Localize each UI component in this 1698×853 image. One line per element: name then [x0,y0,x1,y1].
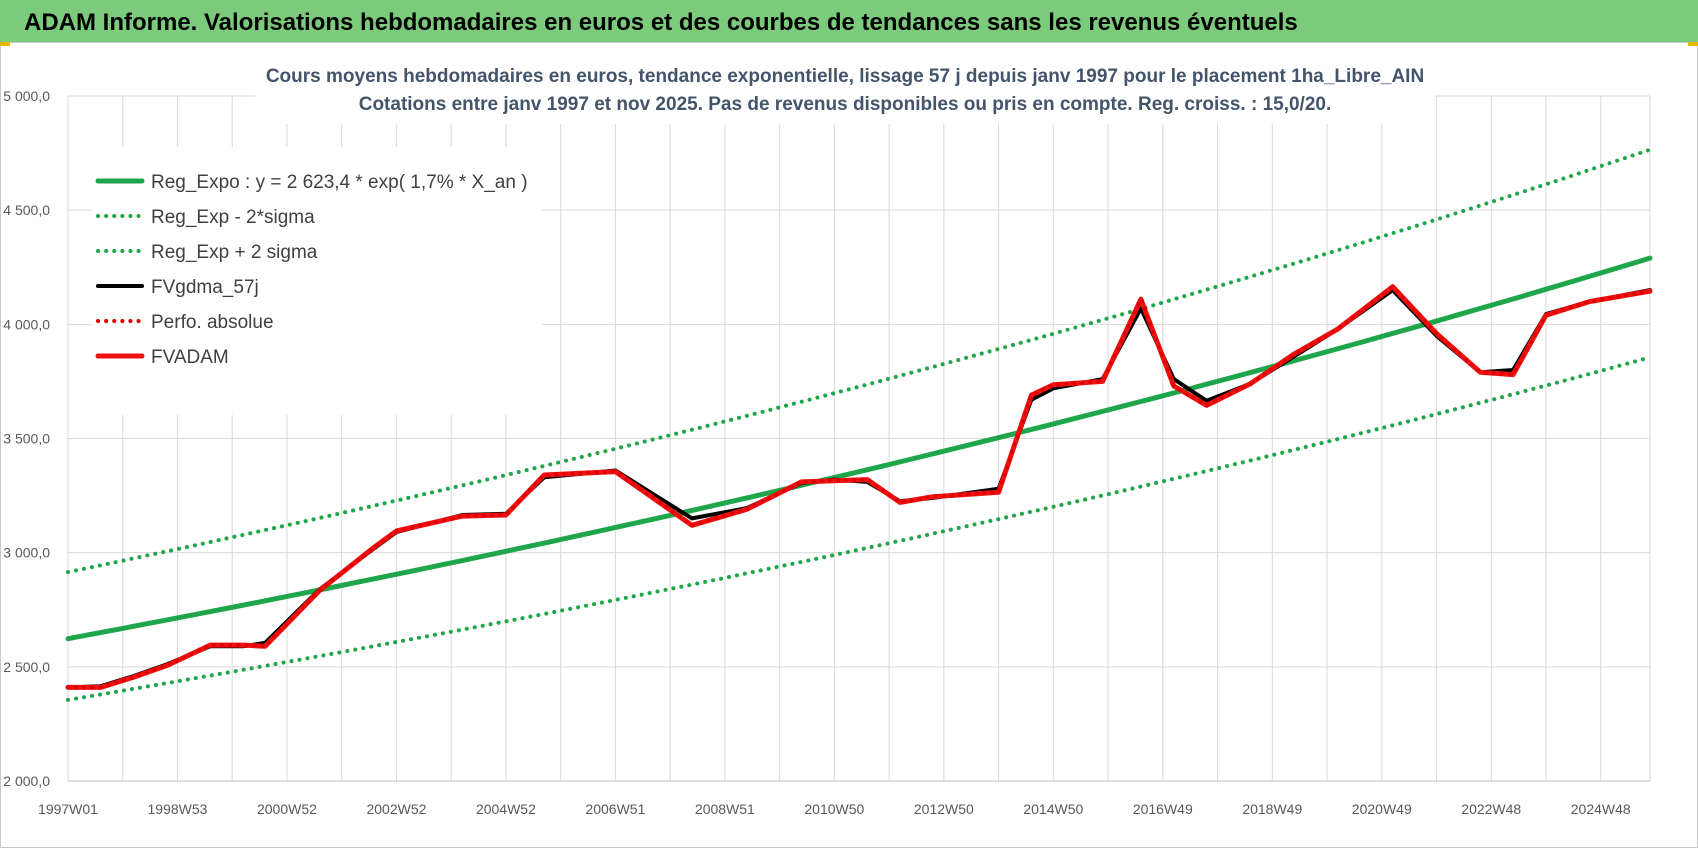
x-tick-label: 2024W48 [1571,801,1631,817]
y-tick-label: 4 500,0 [3,202,50,218]
chart-frame: 2 000,0 2 500,0 3 000,0 3 500,0 4 000,0 4 500… [0,42,1698,848]
legend-label: FVADAM [151,347,229,368]
legend-label: Perfo. absolue [151,312,274,333]
chart-title-block: Cours moyens hebdomadaires en euros, ten… [255,56,1435,124]
reg-exp-plus-2sigma-line [66,147,1652,575]
y-tick-label: 2 500,0 [3,659,50,675]
series-layer [65,147,1653,702]
chart-subtitle: Cotations entre janv 1997 et nov 2025. P… [359,94,1332,115]
x-tick-label: 2008W51 [695,801,755,817]
legend-item-reg-exp-minus: Reg_Exp - 2*sigma [96,207,315,228]
axis-layer: 2 000,0 2 500,0 3 000,0 3 500,0 4 000,0 4 500… [3,88,1650,817]
reg-expo-line [65,255,1653,642]
x-tick-label: 2006W51 [585,801,645,817]
page-title: ADAM Informe. Valorisations hebdomadaire… [0,0,1698,42]
x-tick-label: 2000W52 [257,801,317,817]
y-tick-label: 2 000,0 [3,773,50,789]
chart-svg: 2 000,0 2 500,0 3 000,0 3 500,0 4 000,0 4 500… [0,42,1698,848]
x-tick-label: 2018W49 [1242,801,1302,817]
legend-item-reg-expo: Reg_Expo : y = 2 623,4 * exp( 1,7% * X_a… [95,172,528,193]
legend-background [92,147,542,415]
legend: Reg_Expo : y = 2 623,4 * exp( 1,7% * X_a… [92,147,542,415]
x-tick-label: 2010W50 [804,801,864,817]
x-tick-label: 2014W50 [1023,801,1083,817]
y-tick-label: 4 000,0 [3,316,50,332]
perfo-absolue-line [66,284,1652,690]
legend-label: Reg_Exp - 2*sigma [151,207,315,228]
x-tick-label: 2020W49 [1352,801,1412,817]
x-tick-label: 1998W53 [148,801,208,817]
y-tick-label: 3 500,0 [3,431,50,447]
frame-corner-marker [0,42,10,46]
reg-exp-minus-2sigma-line [66,355,1652,702]
x-tick-label: 2012W50 [914,801,974,817]
legend-label: Reg_Expo : y = 2 623,4 * exp( 1,7% * X_a… [151,172,528,193]
y-tick-label: 3 000,0 [3,545,50,561]
legend-item-fvgdma: FVgdma_57j [96,277,259,298]
x-tick-label: 1997W01 [38,801,98,817]
legend-item-perfo: Perfo. absolue [96,312,274,333]
chart-title: Cours moyens hebdomadaires en euros, ten… [266,66,1424,87]
frame-corner-marker [1688,42,1698,46]
legend-label: FVgdma_57j [151,277,259,298]
legend-item-reg-exp-plus: Reg_Exp + 2 sigma [96,242,318,263]
x-tick-label: 2002W52 [366,801,426,817]
legend-label: Reg_Exp + 2 sigma [151,242,318,263]
x-tick-label: 2022W48 [1461,801,1521,817]
x-tick-label: 2016W49 [1133,801,1193,817]
y-tick-label: 5 000,0 [3,88,50,104]
legend-item-fvadam: FVADAM [95,347,229,368]
x-tick-label: 2004W52 [476,801,536,817]
